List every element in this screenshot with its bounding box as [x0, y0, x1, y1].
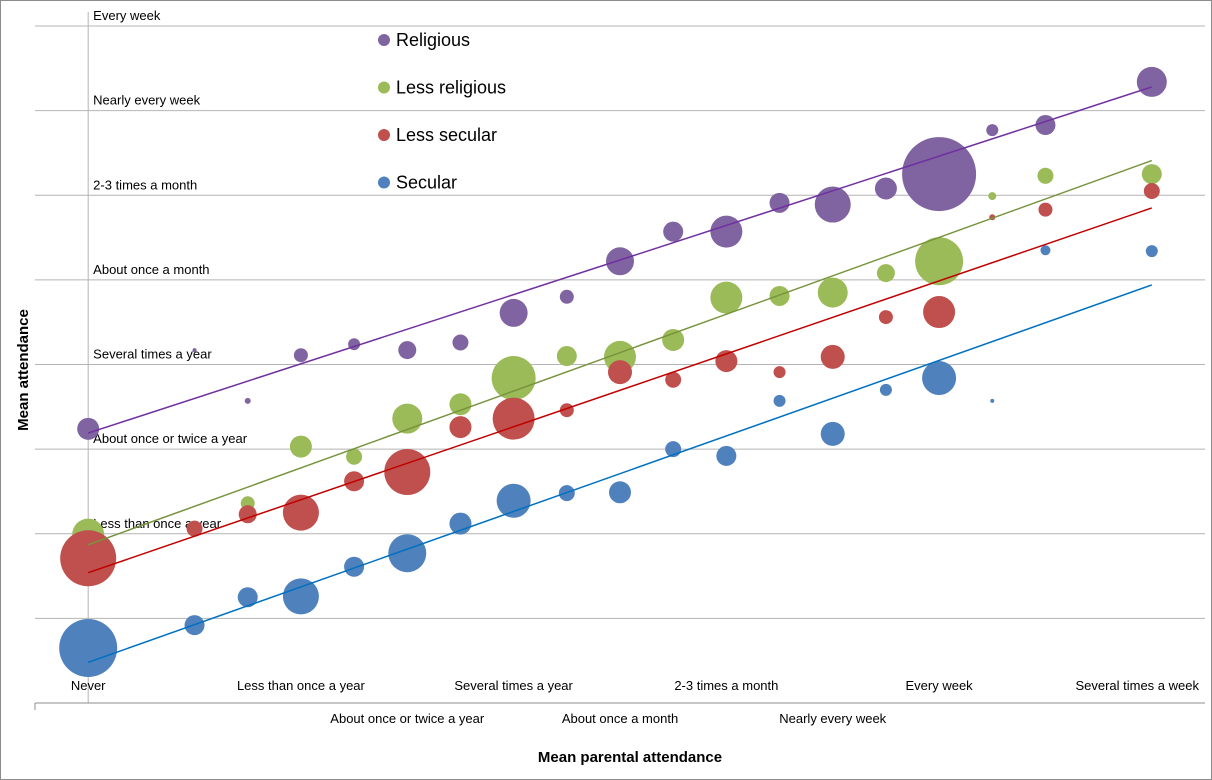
- bubble: [192, 348, 197, 353]
- trend-line: [87, 159, 1153, 546]
- bubble: [452, 334, 469, 351]
- bubble: [923, 296, 956, 329]
- bubble: [986, 124, 999, 137]
- bubble: [1141, 164, 1162, 185]
- bubble: [186, 520, 203, 537]
- bubble: [710, 281, 743, 314]
- bubble: [878, 310, 893, 325]
- bubble: [289, 435, 312, 458]
- legend-marker: [378, 176, 390, 189]
- bubble: [491, 356, 536, 401]
- bubble: [1035, 115, 1056, 136]
- trend-line: [87, 284, 1153, 664]
- legend-label: Religious: [396, 30, 470, 50]
- x-tick-label: 2-3 times a month: [674, 678, 778, 693]
- bubble: [773, 394, 786, 407]
- bubble: [293, 348, 308, 363]
- bubble: [492, 397, 535, 440]
- bubble: [1038, 202, 1053, 217]
- bubble: [902, 137, 977, 212]
- bubble: [556, 346, 577, 367]
- bubble: [344, 556, 365, 577]
- bubble: [384, 448, 431, 495]
- bubble: [879, 383, 892, 396]
- x-axis-title: Mean parental attendance: [538, 749, 722, 766]
- bubble: [449, 416, 472, 439]
- bubble: [716, 445, 737, 466]
- bubble: [988, 192, 997, 201]
- bubble: [449, 512, 472, 535]
- trend-line: [87, 207, 1153, 574]
- x-tick-label: Nearly every week: [779, 711, 886, 726]
- legend-label: Secular: [396, 173, 457, 193]
- bubble: [499, 298, 528, 327]
- x-tick-label: About once or twice a year: [330, 711, 485, 726]
- bubble: [398, 341, 417, 360]
- bubble: [1136, 66, 1167, 97]
- bubble: [609, 481, 631, 504]
- bubble: [1145, 245, 1158, 258]
- x-tick-label: Never: [71, 678, 106, 693]
- bubble: [710, 215, 743, 248]
- legend-marker: [378, 81, 390, 94]
- bubble: [874, 177, 897, 200]
- x-tick-label: Several times a year: [454, 678, 573, 693]
- bubble: [922, 361, 957, 396]
- y-tick-label: About once a month: [93, 262, 209, 277]
- trend-line: [87, 86, 1153, 434]
- bubble: [449, 393, 472, 416]
- bubble: [606, 247, 634, 276]
- bubble: [388, 534, 427, 573]
- bubble: [820, 344, 845, 369]
- y-tick-label: 2-3 times a month: [93, 177, 197, 192]
- x-tick-label: About once a month: [562, 711, 678, 726]
- bubble: [1040, 245, 1051, 256]
- bubble: [244, 397, 251, 404]
- x-tick-label: Every week: [905, 678, 973, 693]
- y-axis-title: Mean attendance: [15, 309, 32, 431]
- bubble: [60, 530, 117, 587]
- x-tick-label: Less than once a year: [237, 678, 366, 693]
- bubble: [663, 221, 684, 242]
- bubble: [769, 285, 790, 306]
- y-tick-label: Every week: [93, 8, 161, 23]
- bubble: [814, 186, 851, 223]
- bubble: [817, 277, 848, 308]
- y-tick-label: Several times a year: [93, 347, 212, 362]
- bubble: [769, 192, 790, 213]
- bubble: [237, 587, 258, 608]
- bubble: [665, 371, 682, 388]
- bubble: [662, 328, 685, 351]
- bubble: [559, 289, 574, 304]
- bubble: [282, 578, 319, 615]
- bubble: [496, 483, 531, 518]
- bubble: [915, 237, 964, 286]
- bubble: [59, 618, 118, 677]
- bubble: [820, 421, 845, 446]
- bubble: [876, 264, 895, 283]
- bubble: [990, 398, 995, 403]
- bubble: [608, 360, 632, 385]
- bubble: [77, 417, 100, 440]
- y-tick-label: About once or twice a year: [93, 431, 248, 446]
- legend-label: Less religious: [396, 78, 506, 98]
- bubble: [1143, 183, 1160, 200]
- legend-marker: [378, 129, 390, 141]
- legend-label: Less secular: [396, 125, 497, 145]
- x-tick-label: Several times a week: [1075, 678, 1199, 693]
- bubble: [773, 366, 786, 379]
- y-tick-label: Nearly every week: [93, 93, 200, 108]
- bubble: [346, 448, 363, 465]
- legend-marker: [378, 34, 390, 46]
- bubble: [1037, 167, 1054, 184]
